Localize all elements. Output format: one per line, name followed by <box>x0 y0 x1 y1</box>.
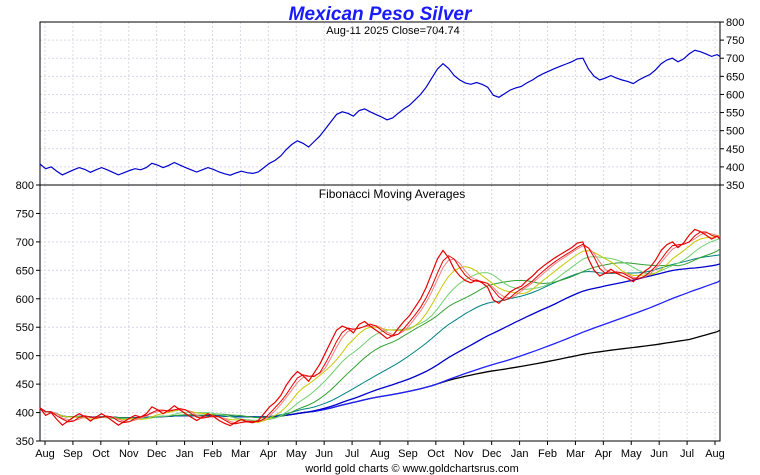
bottom-y-tick-label: 500 <box>16 351 34 363</box>
x-tick-label: Jan <box>511 448 529 460</box>
x-tick-label: Dec <box>147 448 167 460</box>
footer: world gold charts © www.goldchartsrus.co… <box>304 463 519 475</box>
x-tick-label: Dec <box>482 448 502 460</box>
x-tick-label: Sep <box>398 448 418 460</box>
x-tick-label: Nov <box>119 448 139 460</box>
x-tick-label: Jan <box>176 448 194 460</box>
bottom-panel-title: Fibonacci Moving Averages <box>319 187 466 201</box>
moving-average-line <box>39 237 721 421</box>
top-y-tick-label: 650 <box>726 71 744 83</box>
top-y-tick-label: 350 <box>726 180 744 192</box>
top-y-tick-label: 600 <box>726 89 744 101</box>
x-tick-label: Mar <box>566 448 585 460</box>
bottom-grid <box>40 184 720 442</box>
x-tick-label: Apr <box>260 448 277 460</box>
top-y-tick-label: 400 <box>726 162 744 174</box>
bottom-y-tick-label: 350 <box>16 436 34 448</box>
x-axis: Aug Sep Oct Nov Dec Jan Feb Mar Apr May Jun Jul Aug S… <box>35 441 725 460</box>
bottom-y-tick-label: 700 <box>16 237 34 249</box>
x-tick-label: Aug <box>370 448 390 460</box>
moving-average-line <box>39 232 721 424</box>
top-y-tick-label: 500 <box>726 126 744 138</box>
x-tick-label: Aug <box>35 448 55 460</box>
chart-title: Mexican Peso Silver <box>289 4 473 25</box>
x-tick-label: Feb <box>538 448 557 460</box>
x-tick-label: Feb <box>203 448 222 460</box>
top-y-tick-label: 700 <box>726 53 744 65</box>
x-tick-label: Sep <box>63 448 83 460</box>
x-tick-label: Jun <box>650 448 668 460</box>
x-tick-label: Oct <box>427 448 444 460</box>
bottom-y-tick-label: 600 <box>16 294 34 306</box>
x-tick-label: Jun <box>315 448 333 460</box>
bottom-y-tick-label: 450 <box>16 379 34 391</box>
bottom-price-line <box>39 228 721 427</box>
x-tick-label: Oct <box>92 448 109 460</box>
moving-average-line <box>39 248 721 420</box>
top-y-tick-label: 450 <box>726 144 744 156</box>
x-tick-label: Jul <box>345 448 359 460</box>
bottom-y-tick-label: 800 <box>16 180 34 192</box>
top-price-line <box>39 49 721 176</box>
x-tick-label: May <box>286 448 307 460</box>
moving-average-line <box>39 231 721 425</box>
x-tick-label: May <box>621 448 642 460</box>
x-tick-label: Mar <box>231 448 250 460</box>
x-tick-label: Aug <box>705 448 725 460</box>
top-y-tick-label: 750 <box>726 35 744 47</box>
bottom-y-tick-label: 750 <box>16 208 34 220</box>
top-y-axis: 350 400 450 500 550 600 650 700 750 800 <box>720 17 744 192</box>
x-tick-label: Jul <box>680 448 694 460</box>
top-y-tick-label: 550 <box>726 108 744 120</box>
bottom-y-axis: 350 400 450 500 550 600 650 700 750 800 <box>16 180 40 448</box>
bottom-y-tick-label: 400 <box>16 408 34 420</box>
bottom-y-tick-label: 550 <box>16 322 34 334</box>
top-series <box>39 49 721 176</box>
x-tick-label: Nov <box>454 448 474 460</box>
bottom-y-tick-label: 650 <box>16 265 34 277</box>
chart-subtitle: Aug-11 2025 Close=704.74 <box>326 25 459 37</box>
x-tick-label: Apr <box>595 448 612 460</box>
top-grid <box>40 21 720 186</box>
bottom-series <box>39 228 721 427</box>
top-y-tick-label: 800 <box>726 17 744 29</box>
